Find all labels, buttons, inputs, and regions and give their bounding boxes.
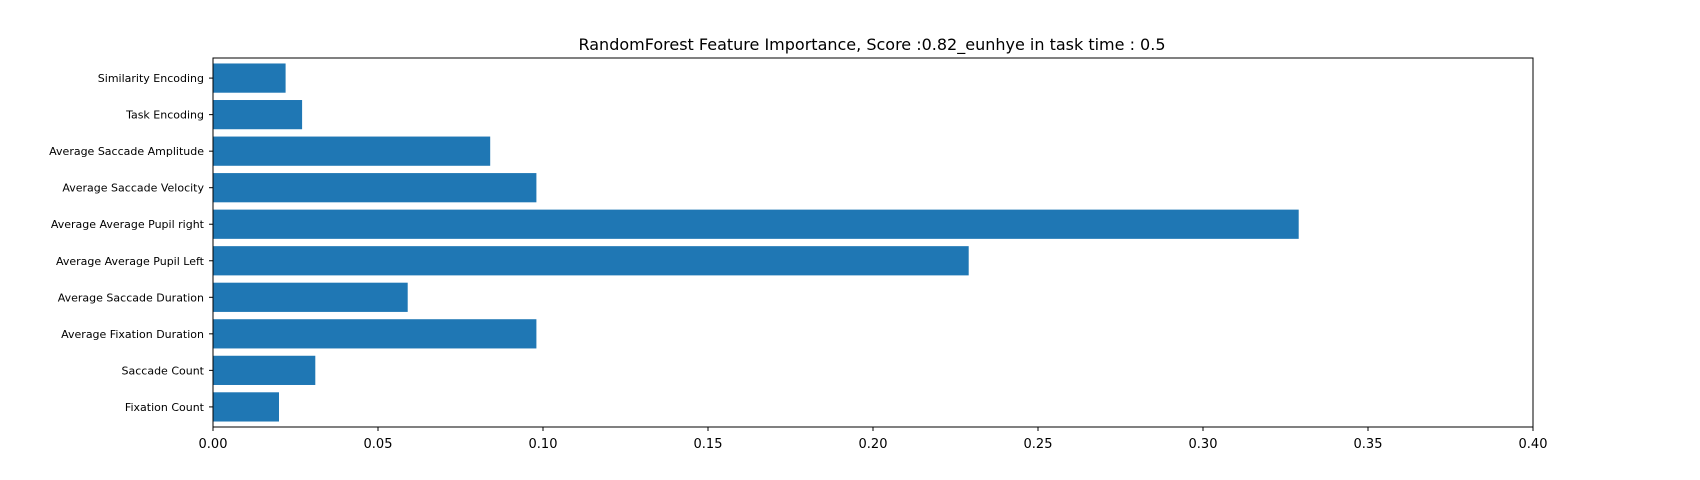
- bar-task-encoding: [213, 100, 303, 130]
- bar-fixation-count: [213, 392, 279, 422]
- y-tick-label: Fixation Count: [125, 401, 205, 414]
- bar-average-fixation-duration: [213, 319, 537, 349]
- chart-title: RandomForest Feature Importance, Score :…: [578, 35, 1165, 55]
- bars-layer: [213, 63, 1299, 422]
- x-tick-label: 0.10: [529, 437, 558, 452]
- x-tick-label: 0.00: [199, 437, 228, 452]
- x-tick-label: 0.20: [859, 437, 888, 452]
- bar-similarity-encoding: [213, 63, 286, 93]
- bar-average-average-pupil-right: [213, 209, 1299, 239]
- y-tick-label: Average Saccade Velocity: [62, 182, 204, 195]
- y-tick-label: Average Average Pupil Left: [56, 255, 205, 268]
- x-tick-label: 0.15: [694, 437, 723, 452]
- x-tick-label: 0.40: [1519, 437, 1548, 452]
- bar-average-saccade-amplitude: [213, 136, 491, 166]
- x-axis: 0.00 0.05 0.10 0.15 0.20 0.25 0.30 0.35 0.40: [199, 427, 1548, 452]
- y-tick-label: Average Average Pupil right: [51, 218, 205, 231]
- bar-average-saccade-velocity: [213, 173, 537, 203]
- x-tick-label: 0.25: [1024, 437, 1053, 452]
- y-axis: Fixation Count Saccade Count Average Fixat…: [49, 72, 213, 414]
- y-tick-label: Average Fixation Duration: [61, 328, 204, 341]
- x-tick-label: 0.05: [364, 437, 393, 452]
- plot-frame: [212, 57, 1534, 428]
- x-tick-label: 0.35: [1354, 437, 1383, 452]
- x-tick-label: 0.30: [1189, 437, 1218, 452]
- bar-average-average-pupil-left: [213, 246, 969, 276]
- y-tick-label: Average Saccade Duration: [58, 291, 204, 304]
- y-tick-label: Saccade Count: [122, 364, 205, 377]
- y-tick-label: Similarity Encoding: [98, 72, 204, 85]
- bar-average-saccade-duration: [213, 282, 408, 312]
- y-tick-label: Average Saccade Amplitude: [49, 145, 204, 158]
- y-tick-label: Task Encoding: [125, 109, 204, 122]
- bar-saccade-count: [213, 355, 316, 385]
